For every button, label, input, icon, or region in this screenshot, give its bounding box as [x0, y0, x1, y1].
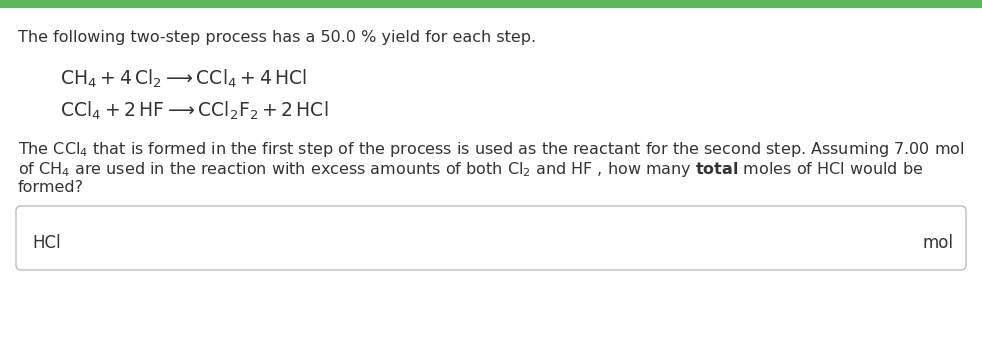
FancyBboxPatch shape	[16, 206, 966, 270]
Text: mol: mol	[923, 234, 954, 252]
Text: of $\mathrm{CH_4}$ are used in the reaction with excess amounts of both $\mathrm: of $\mathrm{CH_4}$ are used in the react…	[18, 160, 923, 179]
Text: The $\mathrm{CCl_4}$ that is formed in the first step of the process is used as : The $\mathrm{CCl_4}$ that is formed in t…	[18, 140, 964, 159]
Text: formed?: formed?	[18, 180, 84, 195]
Text: HCl: HCl	[32, 234, 61, 252]
Text: $\mathrm{CH_4 + 4\,Cl_2 \longrightarrow CCl_4 + 4\,HCl}$: $\mathrm{CH_4 + 4\,Cl_2 \longrightarrow …	[60, 68, 307, 90]
Text: The following two-step process has a 50.0 % yield for each step.: The following two-step process has a 50.…	[18, 30, 536, 45]
Bar	[0, 0, 982, 8]
Text: $\mathrm{CCl_4 + 2\,HF \longrightarrow CCl_2F_2 + 2\,HCl}$: $\mathrm{CCl_4 + 2\,HF \longrightarrow C…	[60, 100, 328, 122]
